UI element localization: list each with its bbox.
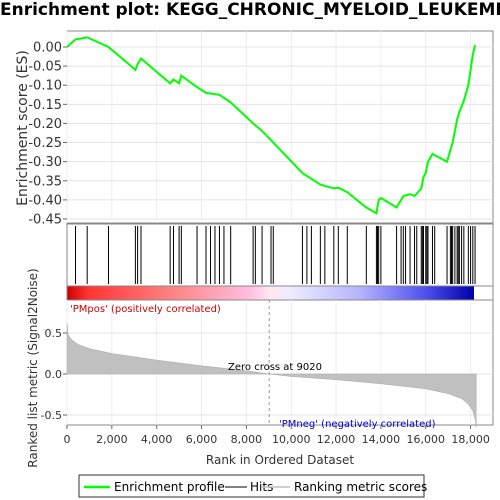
metric-x-tick-label: 14,000 (362, 433, 401, 446)
es-y-tick-label: -0.25 (28, 136, 62, 151)
ranking-metric-area (66, 323, 477, 428)
metric-x-ticks: 0 2,000 4,000 6,000 8,000 10,000 12,000 14,000 1… (64, 425, 490, 446)
es-y-tick-label: -0.05 (28, 60, 62, 75)
legend-enrichment-label: Enrichment profile (114, 480, 225, 494)
metric-x-tick-label: 4,000 (141, 433, 173, 446)
es-y-tick-label: 0.00 (33, 41, 62, 56)
metric-x-tick-label: 6,000 (186, 433, 218, 446)
es-y-tick-label: -0.10 (28, 79, 62, 94)
legend-metric-label: Ranking metric scores (294, 480, 427, 494)
hits-panel (66, 223, 494, 287)
rank-color-bar (67, 286, 474, 300)
metric-y-tick-label: 0.5 (45, 327, 63, 340)
metric-x-tick-label: 0 (64, 433, 71, 446)
metric-x-tick-label: 18,000 (451, 433, 490, 446)
hits-marks (75, 226, 476, 284)
es-y-tick-label: -0.45 (28, 213, 62, 228)
es-y-axis-label: Enrichment score (ES) (15, 50, 31, 206)
pmpos-label: 'PMpos' (positively correlated) (70, 304, 221, 315)
es-y-tick-label: -0.40 (28, 193, 62, 208)
metric-y-ticks: 0.5 0.0 -0.5 (41, 327, 67, 422)
metric-y-tick-label: 0.0 (45, 368, 63, 381)
metric-x-tick-label: 2,000 (96, 433, 128, 446)
metric-x-tick-label: 12,000 (317, 433, 356, 446)
es-y-tick-label: -0.30 (28, 155, 62, 170)
es-y-tick-label: -0.20 (28, 117, 62, 132)
metric-x-axis-label: Rank in Ordered Dataset (206, 453, 354, 467)
chart-title: Enrichment plot: KEGG_CHRONIC_MYELOID_LE… (0, 0, 500, 20)
legend-hits-label: Hits (250, 480, 273, 494)
es-grid (66, 31, 493, 223)
metric-x-tick-label: 8,000 (231, 433, 263, 446)
enrichment-profile-line (67, 36, 477, 215)
metric-x-tick-label: 10,000 (272, 433, 311, 446)
es-y-tick-label: -0.35 (28, 174, 62, 189)
zero-cross-label: Zero cross at 9020 (228, 362, 322, 373)
es-y-ticks: 0.00 -0.05 -0.10 -0.15 -0.20 -0.25 -0.30 -0.35 -… (28, 41, 67, 228)
metric-y-tick-label: -0.5 (41, 409, 62, 422)
metric-y-axis-label: Ranked list metric (Signal2Noise) (26, 268, 40, 467)
metric-x-tick-label: 16,000 (406, 433, 445, 446)
legend-box (78, 474, 425, 498)
pmneg-label: 'PMneg' (negatively correlated) (279, 419, 436, 430)
es-plot-area (66, 30, 494, 224)
es-y-tick-label: -0.15 (28, 98, 62, 113)
